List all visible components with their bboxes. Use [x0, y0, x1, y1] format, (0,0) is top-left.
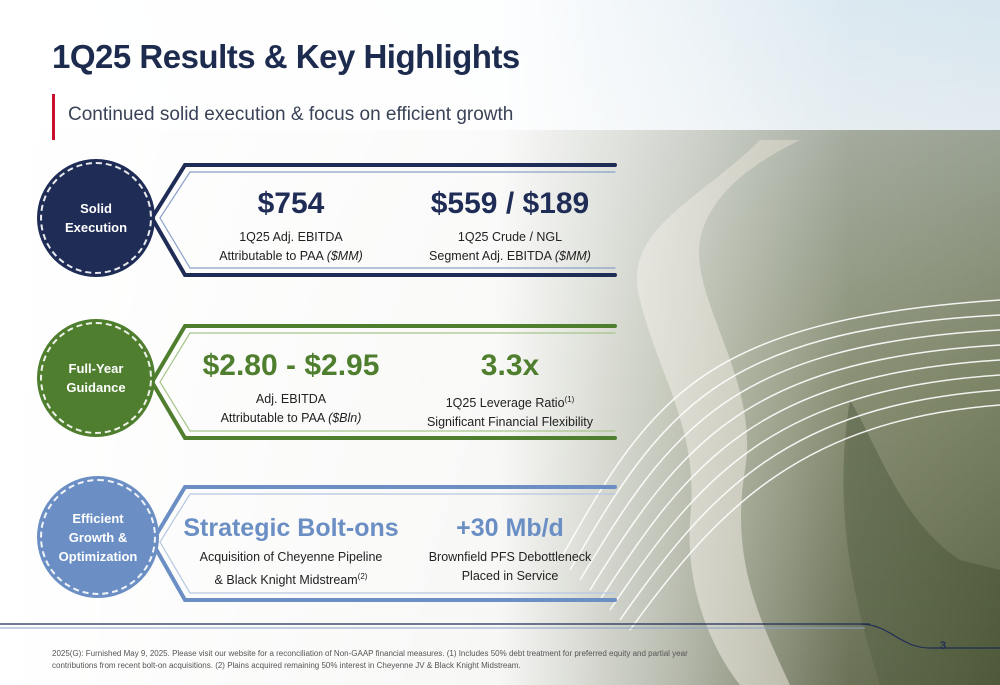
footnote-ref: (1): [564, 395, 575, 404]
bracket-row-2: [149, 324, 617, 440]
metric-line2-text: Attributable to PAA: [219, 249, 324, 263]
accent-bar: [52, 94, 55, 140]
metric-value: $559 / $189: [430, 187, 590, 220]
metric-unit: ($Bln): [328, 411, 362, 425]
page-title: 1Q25 Results & Key Highlights: [52, 38, 520, 75]
metric-adj-ebitda: $754 1Q25 Adj. EBITDA Attributable to PA…: [196, 186, 386, 266]
metric-line1-text: 1Q25 Leverage Ratio: [445, 396, 565, 411]
metric-value: $754: [257, 187, 325, 220]
metric-description: Acquisition of Cheyenne Pipeline & Black…: [180, 548, 402, 590]
badge-label: Full-Year Guidance: [66, 361, 126, 395]
metric-description: 1Q25 Crude / NGL Segment Adj. EBITDA ($M…: [410, 228, 610, 266]
metric-line2-text: Attributable to PAA: [220, 411, 325, 425]
metric-line2: Placed in Service: [461, 569, 559, 583]
metric-line1: Brownfield PFS Debottleneck: [428, 550, 592, 564]
metric-description: 1Q25 Leverage Ratio(1) Significant Finan…: [410, 390, 610, 432]
metric-guidance-ebitda: $2.80 - $2.95 Adj. EBITDA Attributable t…: [186, 348, 396, 428]
metric-line2-text: Segment Adj. EBITDA: [429, 249, 552, 263]
metric-line1: 1Q25 Crude / NGL: [457, 230, 563, 244]
metric-unit: ($MM): [554, 249, 591, 263]
metric-line2: Significant Financial Flexibility: [426, 415, 594, 430]
metric-debottleneck: +30 Mb/d Brownfield PFS Debottleneck Pla…: [410, 510, 610, 586]
metric-description: 1Q25 Adj. EBITDA Attributable to PAA ($M…: [196, 228, 386, 266]
metric-crude-ngl: $559 / $189 1Q25 Crude / NGL Segment Adj…: [410, 186, 610, 266]
metric-line2: Segment Adj. EBITDA ($MM): [410, 247, 610, 266]
metric-description: Brownfield PFS Debottleneck Placed in Se…: [410, 548, 610, 586]
metric-line1: Adj. EBITDA: [255, 392, 327, 406]
metric-line1: 1Q25 Leverage Ratio(1): [410, 390, 610, 413]
metric-line1: 1Q25 Adj. EBITDA: [239, 230, 343, 244]
metric-leverage-ratio: 3.3x 1Q25 Leverage Ratio(1) Significant …: [410, 348, 610, 432]
full-year-guidance-badge: Full-Year Guidance: [40, 322, 152, 434]
metric-line2: & Black Knight Midstream(2): [180, 567, 402, 590]
metric-value: 3.3x: [480, 349, 540, 382]
bracket-row-1: [149, 163, 617, 277]
metric-line2: Attributable to PAA ($MM): [196, 247, 386, 266]
metric-value: +30 Mb/d: [456, 514, 564, 542]
footnote: 2025(G): Furnished May 9, 2025. Please v…: [52, 649, 688, 670]
page-number: 3: [940, 640, 947, 652]
efficient-growth-badge: Efficient Growth & Optimization: [40, 479, 156, 595]
metric-line2-text: & Black Knight Midstream: [214, 573, 358, 588]
badge-label: Solid Execution: [64, 201, 128, 235]
footnote-ref: (2): [357, 572, 368, 581]
page-subtitle: Continued solid execution & focus on eff…: [68, 104, 514, 125]
solid-execution-badge: Solid Execution: [40, 162, 152, 274]
metric-unit: ($MM): [326, 249, 363, 263]
metric-value: $2.80 - $2.95: [202, 349, 380, 382]
metric-bolt-ons: Strategic Bolt-ons Acquisition of Cheyen…: [180, 510, 402, 590]
metric-value: Strategic Bolt-ons: [183, 514, 399, 542]
metric-line2: Attributable to PAA ($Bln): [186, 409, 396, 428]
metric-description: Adj. EBITDA Attributable to PAA ($Bln): [186, 390, 396, 428]
metric-line1: Acquisition of Cheyenne Pipeline: [199, 550, 383, 564]
badge-label: Efficient Growth & Optimization: [58, 510, 138, 564]
